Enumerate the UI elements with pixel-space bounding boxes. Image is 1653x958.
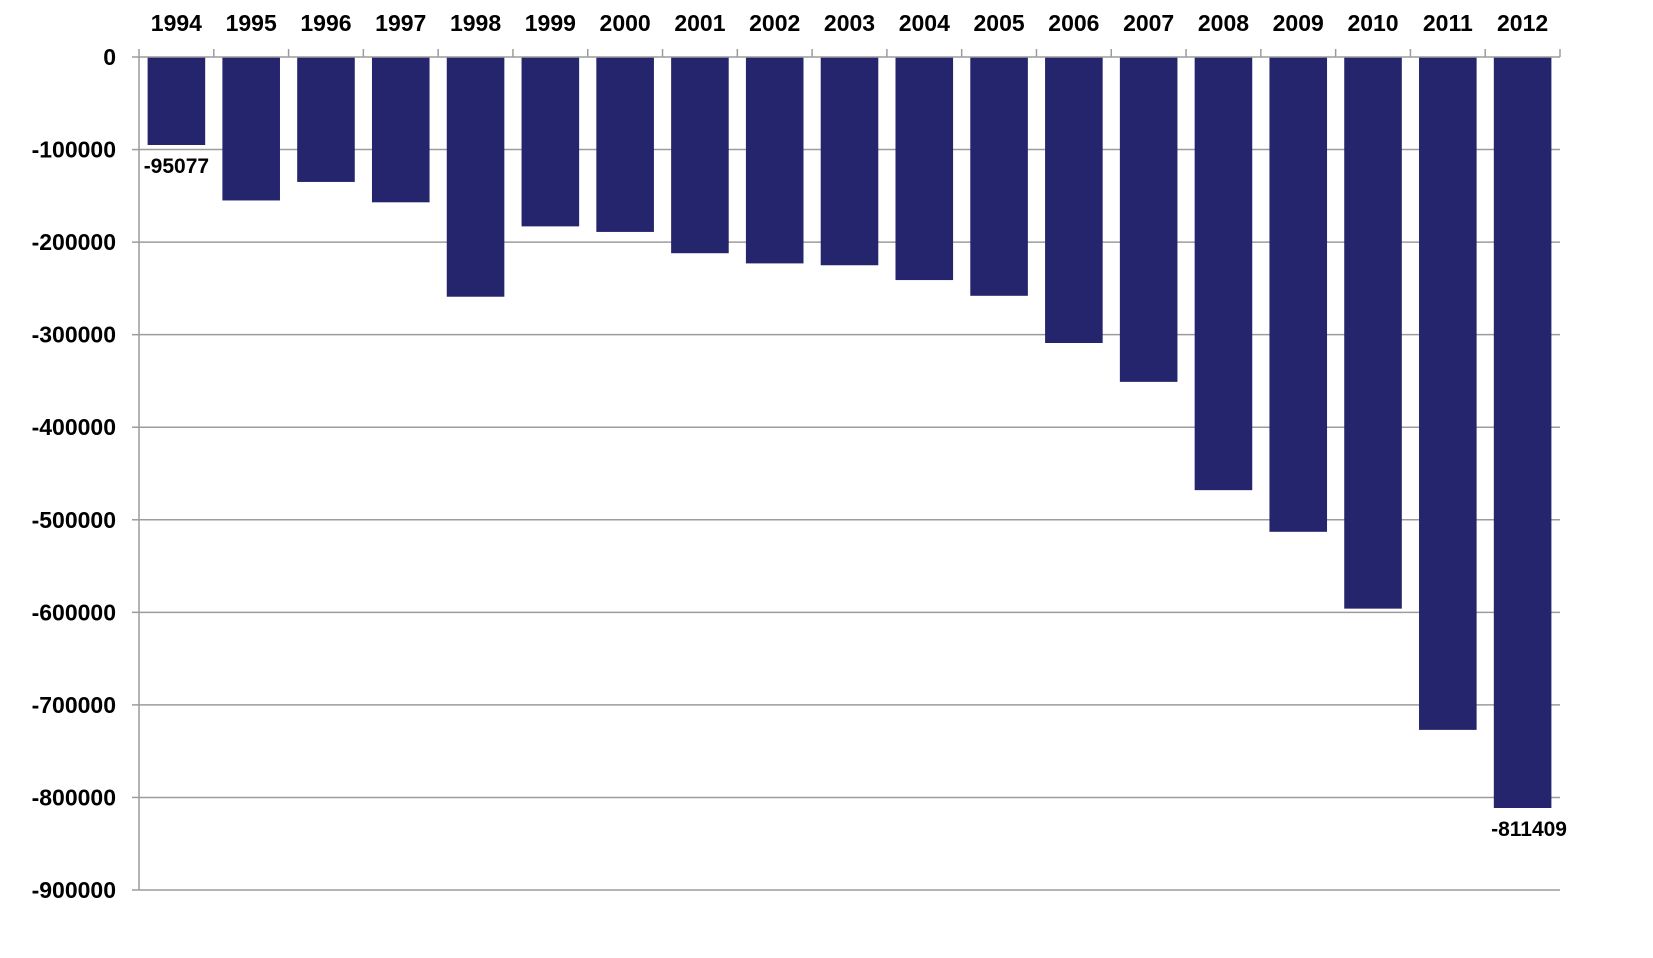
bars (147, 57, 1552, 809)
bar (1269, 57, 1328, 532)
x-tick-label: 2006 (1048, 10, 1099, 36)
y-tick-labels: 0 -100000 -200000 -300000 -400000 -500000 -600… (32, 44, 116, 903)
bar (1344, 57, 1402, 609)
bar (521, 57, 580, 227)
x-tick-label: 2009 (1273, 10, 1324, 36)
x-tick-label: 2005 (973, 10, 1024, 36)
bar (446, 57, 505, 297)
x-tick-label: 1998 (450, 10, 501, 36)
bar (297, 57, 355, 182)
bar (745, 57, 804, 264)
data-label: -95077 (144, 155, 209, 178)
x-tick-label: 2000 (600, 10, 651, 36)
y-tick-label: -400000 (32, 414, 116, 440)
y-tick-label: -300000 (32, 322, 116, 348)
y-tick-label: -600000 (32, 599, 116, 625)
bar (1045, 57, 1103, 343)
grid-lines (139, 148, 1560, 799)
x-tick-label: 2007 (1123, 10, 1174, 36)
data-label: -811409 (1491, 818, 1567, 841)
bar (970, 57, 1028, 296)
y-tick-label: -500000 (32, 507, 116, 533)
bar (1493, 57, 1552, 809)
bar (222, 57, 280, 201)
y-tick-label: -800000 (32, 784, 116, 810)
x-tick-label: 2011 (1423, 10, 1473, 36)
axes (132, 49, 1561, 891)
x-tick-label: 2008 (1198, 10, 1249, 36)
x-tick-label: 2003 (824, 10, 875, 36)
x-tick-label: 2001 (674, 10, 725, 36)
bar (895, 57, 954, 281)
bar (1194, 57, 1253, 491)
bar (671, 57, 729, 254)
x-tick-label: 2002 (749, 10, 800, 36)
bar (371, 57, 430, 203)
y-tick-label: 0 (103, 44, 116, 70)
bar (820, 57, 879, 266)
x-tick-labels: 1994 1995 1996 1997 1998 1999 2000 2001 2002 2003… (151, 10, 1548, 36)
x-tick-label: 1995 (226, 10, 277, 36)
bar (147, 57, 206, 145)
x-tick-label: 1996 (300, 10, 351, 36)
data-labels: -95077 -811409 (144, 155, 1567, 841)
x-tick-label: 1994 (151, 10, 202, 36)
x-tick-label: 1997 (375, 10, 426, 36)
y-tick-label: -100000 (32, 137, 116, 163)
bar (596, 57, 654, 232)
y-tick-label: -200000 (32, 229, 116, 255)
x-tick-label: 2004 (899, 10, 950, 36)
bar (1419, 57, 1477, 730)
y-tick-label: -900000 (32, 877, 116, 903)
x-tick-label: 2012 (1497, 10, 1548, 36)
x-tick-label: 2010 (1347, 10, 1398, 36)
y-tick-label: -700000 (32, 692, 116, 718)
bar (1119, 57, 1178, 382)
x-tick-label: 1999 (525, 10, 576, 36)
